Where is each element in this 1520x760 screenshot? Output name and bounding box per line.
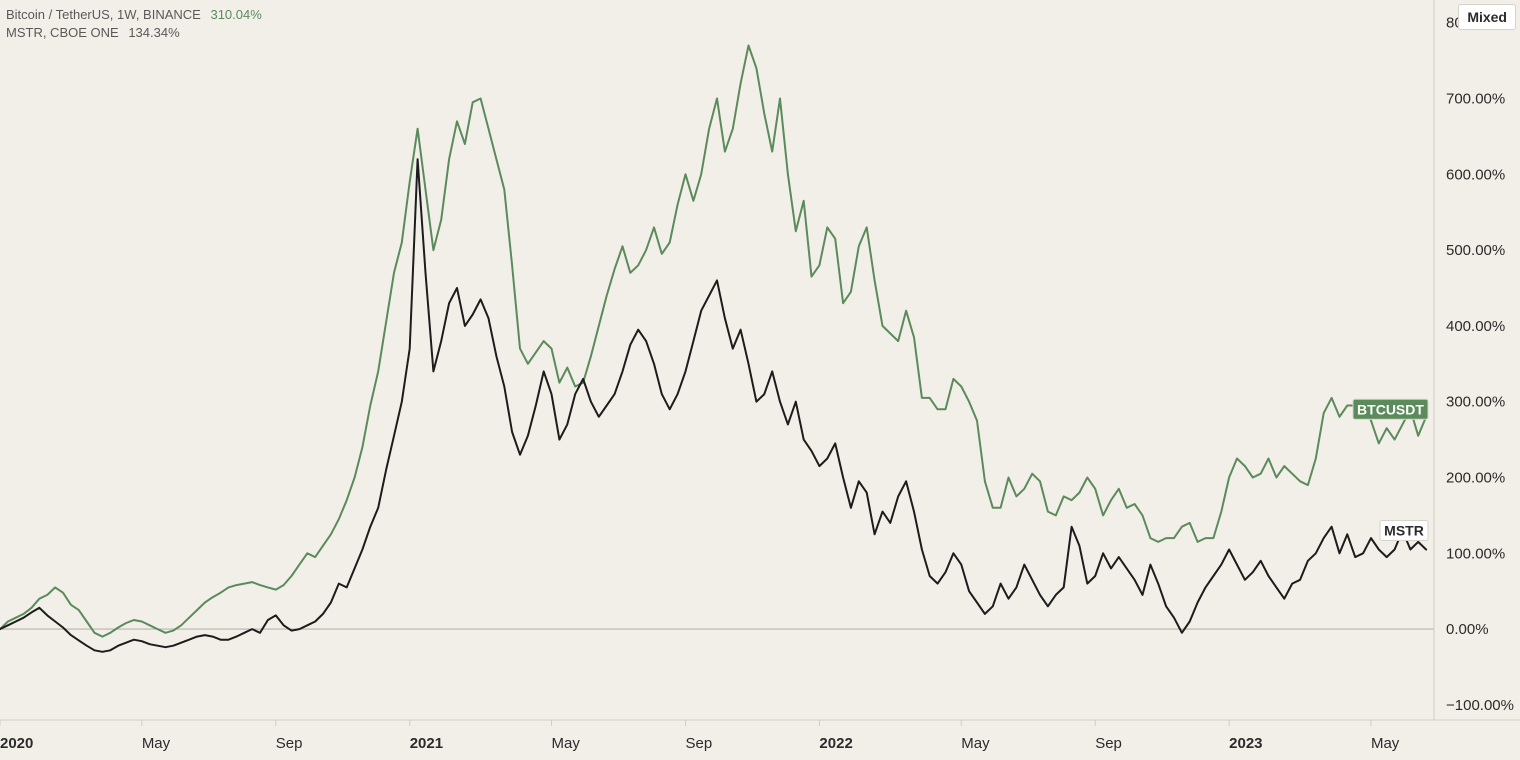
chart-container: Bitcoin / TetherUS, 1W, BINANCE 310.04% … [0,0,1520,760]
x-tick-label: 2020 [0,735,33,752]
legend-series-1-name: Bitcoin / TetherUS, 1W, BINANCE [6,7,201,22]
x-tick-label: 2021 [410,735,443,752]
y-axis: −100.00% 0.00% 100.00% 200.00% 300.00% 400.00… [1446,15,1514,714]
y-tick-label: 500.00% [1446,242,1505,259]
x-tick-label: May [142,735,171,752]
series-label-mstr: MSTR [1384,523,1424,539]
gridlines [0,23,1434,705]
x-tick-label: Sep [276,735,303,752]
y-tick-label: 700.00% [1446,91,1505,108]
x-tick-label: Sep [685,735,712,752]
y-tick-label: −100.00% [1446,697,1514,714]
legend-series-1-pct: 310.04% [210,7,261,22]
series-line-mstr [0,159,1426,652]
y-tick-label: 400.00% [1446,318,1505,335]
y-tick-label: 0.00% [1446,621,1489,638]
y-tick-label: 300.00% [1446,394,1505,411]
x-axis: 2020 May Sep 2021 May Sep 2022 May Sep 2023 May [0,720,1400,752]
series-line-btcusdt [0,46,1426,637]
legend-series-2-pct: 134.34% [128,25,179,40]
y-tick-label: 600.00% [1446,166,1505,183]
x-tick-label: 2023 [1229,735,1262,752]
x-tick-label: May [552,735,581,752]
series-label-btcusdt: BTCUSDT [1357,401,1424,417]
legend-series-2-name: MSTR, CBOE ONE [6,25,119,40]
legend: Bitcoin / TetherUS, 1W, BINANCE 310.04% … [6,6,262,42]
x-tick-label: May [1371,735,1400,752]
legend-series-2: MSTR, CBOE ONE 134.34% [6,24,262,42]
x-tick-label: May [961,735,990,752]
x-tick-label: Sep [1095,735,1122,752]
legend-series-1: Bitcoin / TetherUS, 1W, BINANCE 310.04% [6,6,262,24]
y-tick-label: 200.00% [1446,469,1505,486]
chart-svg[interactable]: −100.00% 0.00% 100.00% 200.00% 300.00% 400.00… [0,0,1520,760]
mode-badge[interactable]: Mixed [1458,4,1516,30]
y-tick-label: 100.00% [1446,545,1505,562]
x-tick-label: 2022 [819,735,852,752]
